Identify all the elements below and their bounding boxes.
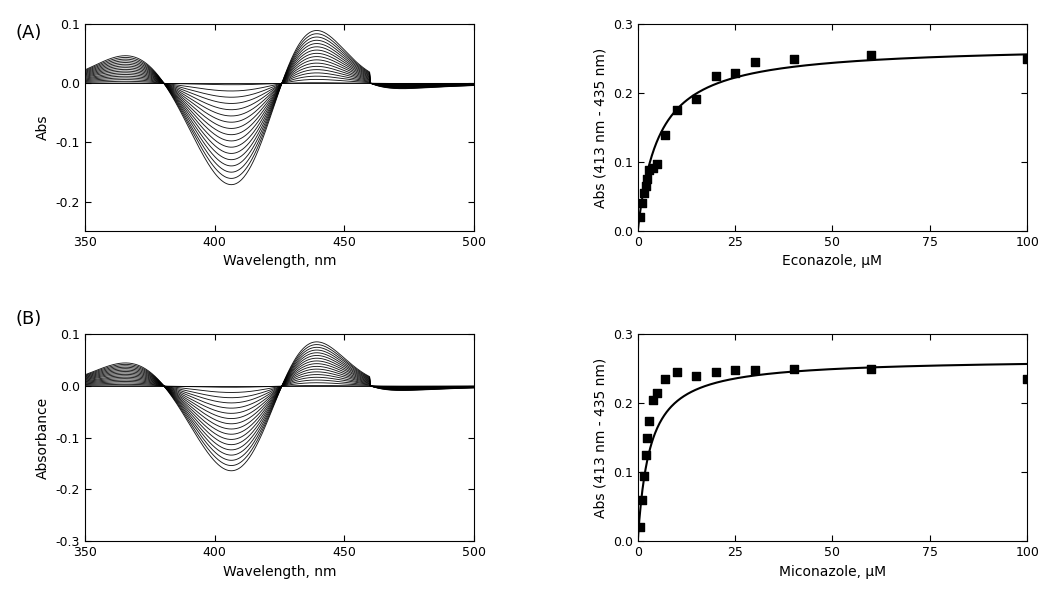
Point xyxy=(687,371,704,381)
Point xyxy=(668,367,685,377)
Point xyxy=(633,199,650,209)
Text: (B): (B) xyxy=(16,310,42,328)
Text: (A): (A) xyxy=(16,24,42,43)
Point xyxy=(1019,54,1036,64)
Point xyxy=(635,188,652,198)
Point xyxy=(687,94,704,103)
Point xyxy=(668,106,685,116)
Point xyxy=(726,67,743,77)
Point xyxy=(726,365,743,375)
Point xyxy=(747,365,764,375)
Point xyxy=(645,395,662,405)
Point xyxy=(635,471,652,480)
X-axis label: Miconazole, μM: Miconazole, μM xyxy=(779,565,886,579)
X-axis label: Econazole, μM: Econazole, μM xyxy=(783,255,882,269)
Point xyxy=(633,495,650,505)
Y-axis label: Abs (413 nm - 435 nm): Abs (413 nm - 435 nm) xyxy=(593,47,608,208)
Point xyxy=(747,57,764,67)
Point xyxy=(649,159,666,169)
Point xyxy=(641,416,658,426)
Point xyxy=(631,522,648,532)
Point xyxy=(641,165,658,175)
Point xyxy=(1019,375,1036,384)
Point xyxy=(657,375,674,384)
Point xyxy=(639,174,656,184)
Point xyxy=(645,163,662,173)
Point xyxy=(707,71,724,81)
X-axis label: Wavelength, nm: Wavelength, nm xyxy=(222,565,336,579)
Y-axis label: Absorbance: Absorbance xyxy=(36,396,50,479)
Point xyxy=(638,450,654,460)
Point xyxy=(657,130,674,139)
Point xyxy=(638,181,654,191)
Point xyxy=(707,367,724,377)
Point xyxy=(639,433,656,443)
Point xyxy=(863,364,880,374)
Point xyxy=(785,364,802,374)
Y-axis label: Abs: Abs xyxy=(36,115,50,140)
Point xyxy=(631,212,648,222)
Point xyxy=(785,54,802,64)
X-axis label: Wavelength, nm: Wavelength, nm xyxy=(222,255,336,269)
Point xyxy=(649,388,666,398)
Point xyxy=(863,50,880,60)
Y-axis label: Abs (413 nm - 435 nm): Abs (413 nm - 435 nm) xyxy=(593,358,608,518)
